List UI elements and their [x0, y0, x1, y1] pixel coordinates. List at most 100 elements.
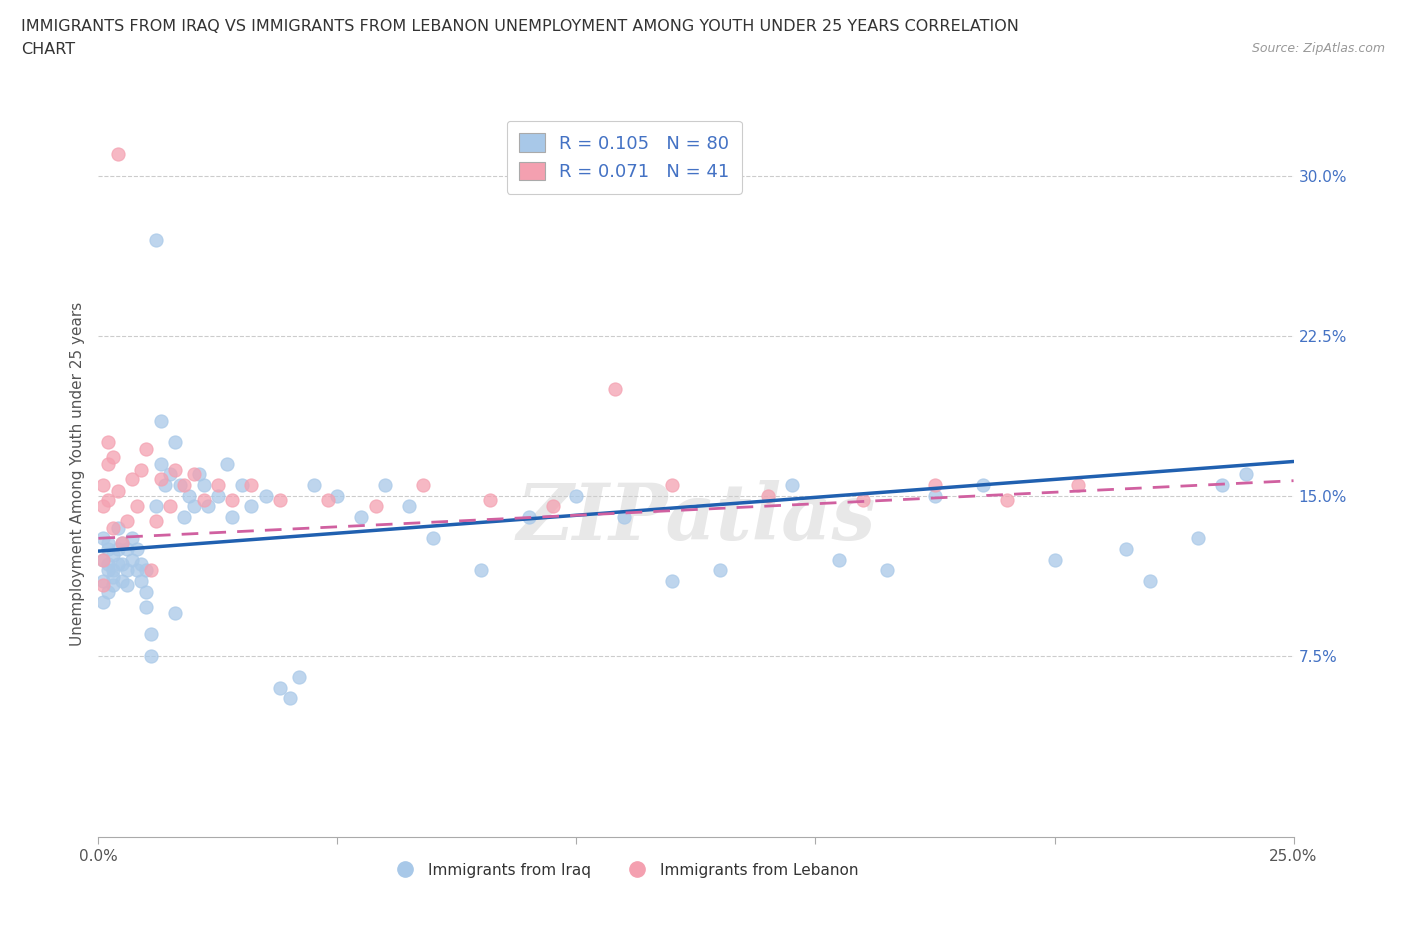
Point	[924, 477, 946, 492]
Point	[193, 493, 215, 508]
Point	[97, 556, 120, 571]
Point	[661, 477, 683, 492]
Point	[97, 535, 120, 550]
Point	[470, 563, 492, 578]
Point	[517, 510, 540, 525]
Point	[661, 574, 683, 589]
Point	[97, 541, 120, 556]
Point	[97, 435, 120, 450]
Point	[149, 414, 172, 429]
Point	[709, 563, 731, 578]
Point	[756, 488, 779, 503]
Point	[197, 498, 219, 513]
Text: IMMIGRANTS FROM IRAQ VS IMMIGRANTS FROM LEBANON UNEMPLOYMENT AMONG YOUTH UNDER 2: IMMIGRANTS FROM IRAQ VS IMMIGRANTS FROM …	[21, 19, 1019, 33]
Point	[163, 435, 186, 450]
Point	[139, 627, 162, 642]
Point	[231, 477, 253, 492]
Text: ZIPatlas: ZIPatlas	[516, 480, 876, 556]
Point	[101, 569, 124, 584]
Point	[479, 493, 502, 508]
Point	[876, 563, 898, 578]
Point	[101, 520, 124, 535]
Point	[1187, 531, 1209, 546]
Point	[179, 488, 201, 503]
Point	[398, 498, 420, 513]
Text: CHART: CHART	[21, 42, 75, 57]
Point	[1067, 477, 1090, 492]
Point	[924, 488, 946, 503]
Point	[91, 498, 114, 513]
Point	[139, 563, 162, 578]
Point	[288, 670, 311, 684]
Point	[135, 563, 157, 578]
Point	[125, 541, 148, 556]
Point	[145, 513, 167, 528]
Point	[145, 232, 167, 247]
Point	[240, 498, 263, 513]
Point	[193, 477, 215, 492]
Point	[111, 535, 134, 550]
Point	[1139, 574, 1161, 589]
Point	[364, 498, 387, 513]
Point	[107, 147, 129, 162]
Point	[97, 457, 120, 472]
Point	[221, 493, 243, 508]
Point	[613, 510, 636, 525]
Point	[780, 477, 803, 492]
Point	[101, 563, 124, 578]
Point	[101, 548, 124, 563]
Point	[828, 552, 851, 567]
Point	[135, 584, 157, 599]
Point	[115, 578, 138, 592]
Y-axis label: Unemployment Among Youth under 25 years: Unemployment Among Youth under 25 years	[69, 302, 84, 646]
Point	[852, 493, 875, 508]
Point	[149, 457, 172, 472]
Point	[149, 472, 172, 486]
Point	[107, 484, 129, 498]
Point	[121, 552, 143, 567]
Point	[125, 563, 148, 578]
Point	[121, 531, 143, 546]
Point	[240, 477, 263, 492]
Point	[326, 488, 349, 503]
Point	[155, 477, 177, 492]
Point	[302, 477, 325, 492]
Point	[97, 563, 120, 578]
Point	[169, 477, 191, 492]
Point	[91, 595, 114, 610]
Point	[412, 477, 434, 492]
Point	[97, 584, 120, 599]
Point	[111, 556, 134, 571]
Point	[121, 472, 143, 486]
Point	[91, 578, 114, 592]
Point	[183, 467, 205, 482]
Point	[107, 556, 129, 571]
Point	[422, 531, 444, 546]
Point	[107, 541, 129, 556]
Point	[565, 488, 588, 503]
Point	[207, 488, 229, 503]
Point	[278, 691, 301, 706]
Text: Source: ZipAtlas.com: Source: ZipAtlas.com	[1251, 42, 1385, 55]
Point	[115, 563, 138, 578]
Point	[91, 531, 114, 546]
Point	[163, 605, 186, 620]
Point	[91, 552, 114, 567]
Point	[316, 493, 339, 508]
Point	[131, 462, 153, 477]
Point	[541, 498, 564, 513]
Point	[101, 578, 124, 592]
Point	[91, 477, 114, 492]
Point	[603, 381, 626, 396]
Point	[187, 467, 209, 482]
Point	[135, 441, 157, 456]
Point	[131, 574, 153, 589]
Legend: Immigrants from Iraq, Immigrants from Lebanon: Immigrants from Iraq, Immigrants from Le…	[384, 857, 865, 884]
Point	[111, 574, 134, 589]
Point	[173, 510, 195, 525]
Point	[1234, 467, 1257, 482]
Point	[101, 450, 124, 465]
Point	[159, 498, 181, 513]
Point	[135, 599, 157, 614]
Point	[221, 510, 243, 525]
